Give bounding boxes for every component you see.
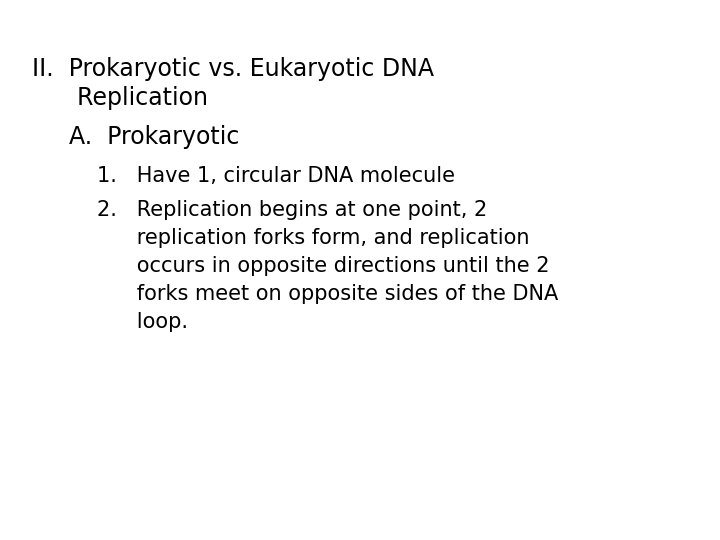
Text: loop.: loop. [97,312,188,332]
Text: 1.   Have 1, circular DNA molecule: 1. Have 1, circular DNA molecule [97,166,455,186]
Text: A.  Prokaryotic: A. Prokaryotic [54,125,239,149]
Text: Replication: Replication [32,86,208,110]
Text: occurs in opposite directions until the 2: occurs in opposite directions until the … [97,256,549,276]
Text: forks meet on opposite sides of the DNA: forks meet on opposite sides of the DNA [97,284,559,304]
Text: II.  Prokaryotic vs. Eukaryotic DNA: II. Prokaryotic vs. Eukaryotic DNA [32,57,434,80]
Text: 2.   Replication begins at one point, 2: 2. Replication begins at one point, 2 [97,200,487,220]
Text: replication forks form, and replication: replication forks form, and replication [97,228,530,248]
